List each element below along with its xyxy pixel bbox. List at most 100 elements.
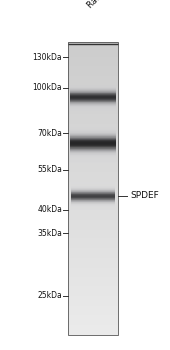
- Bar: [68, 153, 118, 154]
- Bar: [68, 306, 118, 307]
- Bar: [68, 331, 118, 332]
- Bar: [70, 106, 116, 107]
- Bar: [68, 210, 118, 211]
- Bar: [68, 180, 118, 181]
- Bar: [68, 167, 118, 168]
- Bar: [68, 199, 118, 200]
- Bar: [68, 205, 118, 206]
- Bar: [68, 145, 118, 146]
- Bar: [68, 282, 118, 283]
- Bar: [70, 154, 116, 155]
- Bar: [70, 130, 116, 131]
- Bar: [68, 254, 118, 255]
- Bar: [68, 124, 118, 125]
- Bar: [68, 333, 118, 334]
- Bar: [68, 179, 118, 180]
- Bar: [68, 66, 118, 68]
- Bar: [68, 287, 118, 288]
- Bar: [70, 144, 116, 145]
- Bar: [71, 189, 115, 190]
- Bar: [68, 134, 118, 135]
- Bar: [68, 222, 118, 223]
- Bar: [71, 202, 115, 203]
- Bar: [68, 321, 118, 322]
- Bar: [70, 102, 116, 103]
- Bar: [68, 45, 118, 46]
- Bar: [68, 171, 118, 172]
- Bar: [70, 108, 116, 109]
- Bar: [68, 146, 118, 147]
- Bar: [68, 236, 118, 237]
- Bar: [68, 69, 118, 70]
- Bar: [68, 299, 118, 300]
- Bar: [68, 161, 118, 162]
- Bar: [68, 60, 118, 61]
- Bar: [68, 200, 118, 201]
- Bar: [71, 182, 115, 183]
- Bar: [70, 82, 116, 83]
- Bar: [68, 286, 118, 287]
- Bar: [68, 247, 118, 248]
- Bar: [68, 194, 118, 195]
- Bar: [68, 166, 118, 167]
- Bar: [68, 202, 118, 203]
- Bar: [68, 162, 118, 163]
- Bar: [70, 92, 116, 93]
- Bar: [68, 212, 118, 213]
- Bar: [68, 111, 118, 112]
- Bar: [68, 42, 118, 43]
- Text: 25kDa: 25kDa: [37, 292, 62, 301]
- Bar: [68, 89, 118, 90]
- Bar: [68, 157, 118, 158]
- Bar: [71, 184, 115, 185]
- Bar: [71, 188, 115, 189]
- Bar: [68, 133, 118, 134]
- Bar: [68, 232, 118, 233]
- Bar: [68, 329, 118, 330]
- Bar: [68, 293, 118, 294]
- Bar: [68, 55, 118, 56]
- Bar: [70, 107, 116, 108]
- Bar: [70, 109, 116, 110]
- Bar: [68, 214, 118, 215]
- Bar: [68, 249, 118, 250]
- Bar: [68, 276, 118, 278]
- Bar: [68, 315, 118, 316]
- Bar: [68, 115, 118, 116]
- Bar: [70, 129, 116, 130]
- Bar: [68, 169, 118, 170]
- Bar: [68, 126, 118, 127]
- Bar: [68, 270, 118, 271]
- Bar: [71, 209, 115, 210]
- Bar: [68, 327, 118, 328]
- Bar: [68, 87, 118, 88]
- Bar: [68, 334, 118, 335]
- Bar: [68, 241, 118, 242]
- Bar: [70, 104, 116, 105]
- Bar: [68, 100, 118, 101]
- Bar: [68, 215, 118, 216]
- Bar: [70, 131, 116, 132]
- Bar: [68, 326, 118, 327]
- Bar: [68, 296, 118, 297]
- Bar: [70, 95, 116, 96]
- Bar: [68, 158, 118, 159]
- Bar: [68, 105, 118, 106]
- Text: 130kDa: 130kDa: [32, 52, 62, 62]
- Bar: [68, 251, 118, 252]
- Bar: [71, 197, 115, 198]
- Bar: [68, 155, 118, 156]
- Bar: [68, 99, 118, 100]
- Bar: [68, 204, 118, 205]
- Bar: [68, 271, 118, 272]
- Bar: [68, 228, 118, 229]
- Bar: [68, 197, 118, 198]
- Bar: [68, 164, 118, 165]
- Bar: [70, 162, 116, 163]
- Bar: [68, 68, 118, 69]
- Text: 100kDa: 100kDa: [32, 84, 62, 92]
- Bar: [68, 313, 118, 314]
- Bar: [68, 280, 118, 281]
- Bar: [68, 150, 118, 152]
- Bar: [68, 71, 118, 72]
